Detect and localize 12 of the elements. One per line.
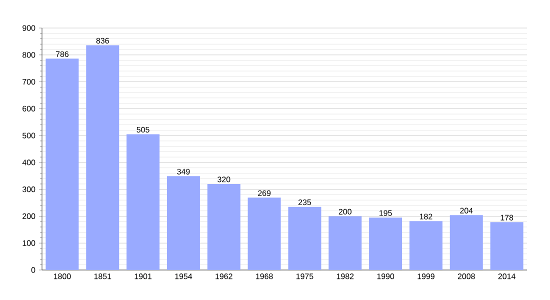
bar bbox=[409, 221, 442, 270]
bar bbox=[248, 198, 281, 270]
bar bbox=[369, 218, 402, 270]
bar bbox=[46, 58, 79, 270]
bar bbox=[288, 206, 322, 270]
bar bbox=[166, 176, 200, 270]
bar bbox=[328, 216, 362, 270]
bar bbox=[207, 184, 240, 270]
bar bbox=[450, 215, 483, 270]
bar bbox=[126, 134, 160, 270]
bar bbox=[490, 222, 524, 270]
bar bbox=[86, 45, 120, 270]
